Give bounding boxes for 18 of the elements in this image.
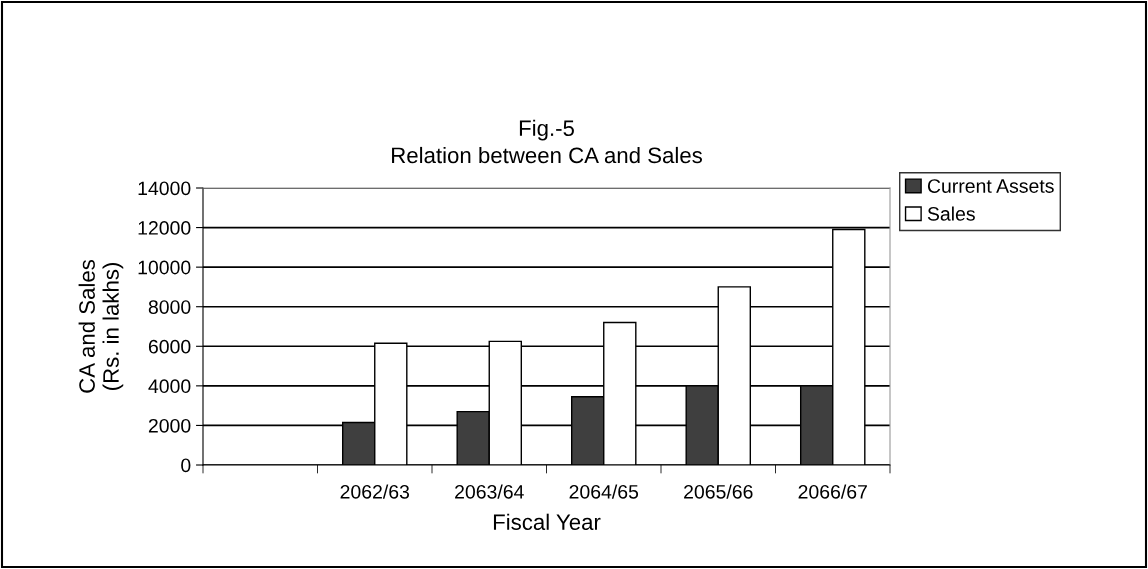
legend-label: Current Assets [927,179,1054,193]
x-tick-label: 2066/67 [798,484,867,499]
chart-title: Fig.-5 Relation between CA and Sales [392,119,702,164]
x-tick-label: 2062/63 [340,484,410,499]
y-tick-label: 10000 [138,260,191,275]
y-tick-label: 14000 [138,181,191,196]
x-tick-label: 2064/65 [569,484,639,499]
y-tick-label: 4000 [148,379,191,394]
y-tick-label: 2000 [148,418,191,433]
x-axis-title: Fiscal Year [493,513,601,530]
y-tick-label: 0 [181,458,191,473]
y-tick-label: 6000 [148,339,191,354]
y-tick-label: 12000 [138,221,191,235]
y-axis-title: CA and Sales (Rs. in lakhs) [78,259,124,393]
y-tick-label: 8000 [148,300,191,314]
legend-label: Sales [927,206,975,221]
x-tick-label: 2065/66 [684,484,753,499]
x-tick-label: 2063/64 [455,484,524,499]
